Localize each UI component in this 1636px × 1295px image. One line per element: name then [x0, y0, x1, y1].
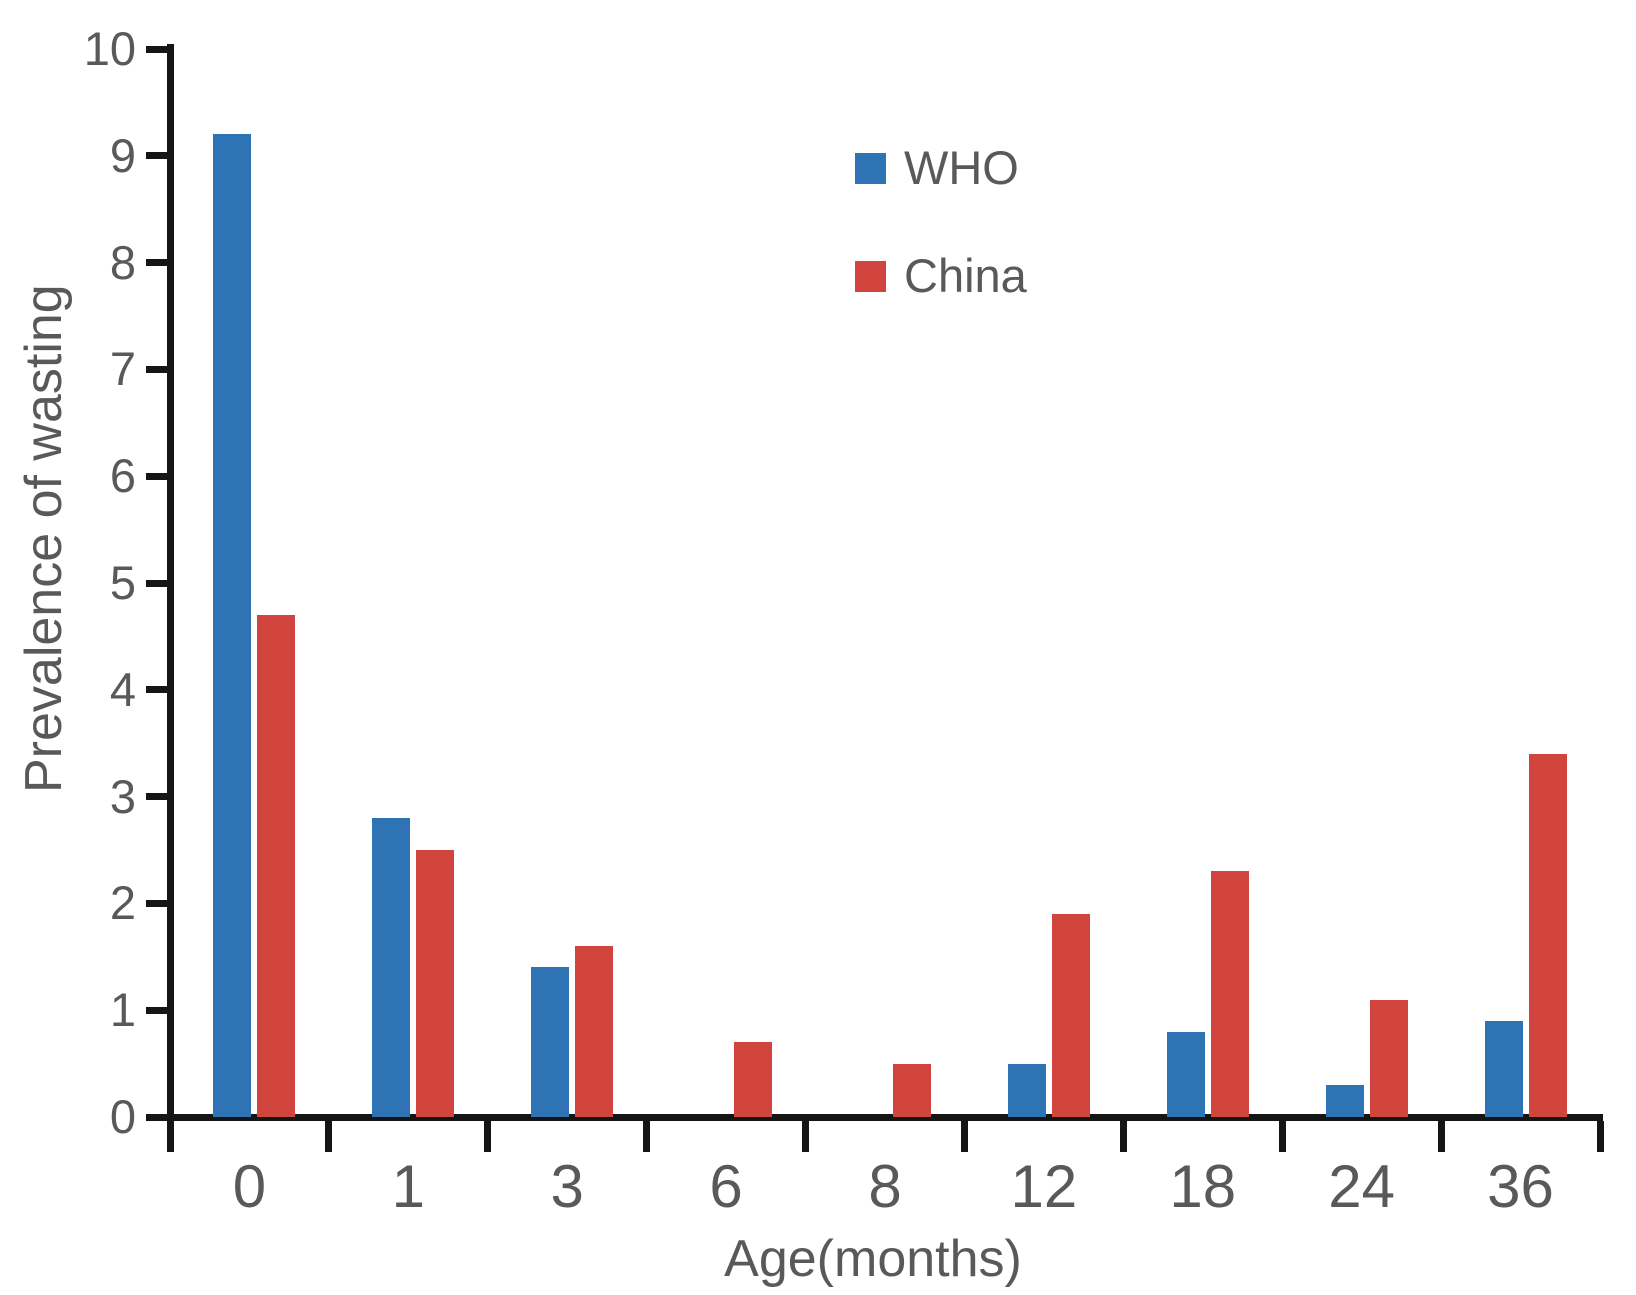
y-tick-label-4: 4 — [109, 662, 136, 716]
bar-who-1 — [372, 817, 411, 1117]
bar-china-12 — [1051, 914, 1090, 1117]
x-tick-label-6: 6 — [709, 1153, 743, 1220]
bar-china-3 — [575, 946, 614, 1117]
x-tick-label-1: 1 — [391, 1153, 426, 1220]
bar-who-0 — [213, 134, 252, 1117]
x-tick-label-18: 18 — [1169, 1153, 1237, 1220]
china-series-swatch-icon — [855, 260, 886, 292]
y-tick-label-6: 6 — [109, 449, 136, 503]
y-tick-label-2: 2 — [109, 876, 136, 930]
y-tick-1 — [146, 1006, 168, 1014]
x-tick-9 — [1596, 1121, 1604, 1152]
y-tick-label-0: 0 — [109, 1090, 136, 1143]
y-tick-label-5: 5 — [109, 556, 136, 609]
x-tick-8 — [1437, 1121, 1445, 1152]
y-tick-10 — [146, 45, 168, 53]
bar-who-12 — [1007, 1063, 1046, 1117]
x-tick-0 — [166, 1121, 174, 1152]
legend: WHO China — [855, 144, 1027, 300]
y-tick-8 — [146, 259, 168, 267]
y-tick-5 — [146, 579, 168, 587]
y-tick-4 — [146, 686, 168, 694]
legend-item-china: China — [855, 252, 1027, 300]
x-axis-line — [156, 1114, 1603, 1121]
y-tick-0 — [146, 1113, 168, 1121]
x-tick-5 — [960, 1121, 968, 1152]
legend-label-who: WHO — [904, 141, 1019, 194]
x-tick-label-12: 12 — [1010, 1153, 1078, 1220]
x-axis-title: Age(months) — [724, 1230, 1022, 1288]
y-tick-label-7: 7 — [109, 342, 136, 396]
x-tick-label-24: 24 — [1328, 1153, 1396, 1220]
x-tick-7 — [1278, 1121, 1286, 1152]
y-tick-label-1: 1 — [109, 983, 136, 1037]
bar-who-36 — [1484, 1020, 1523, 1117]
x-tick-4 — [802, 1121, 810, 1152]
bar-china-8 — [893, 1063, 931, 1117]
x-tick-6 — [1119, 1121, 1127, 1152]
bar-china-6 — [734, 1042, 773, 1117]
x-tick-3 — [643, 1121, 651, 1152]
y-tick-label-9: 9 — [109, 128, 136, 182]
bar-who-18 — [1166, 1031, 1205, 1117]
bar-who-24 — [1325, 1084, 1364, 1117]
y-tick-7 — [146, 365, 168, 373]
x-tick-label-3: 3 — [550, 1153, 584, 1220]
y-tick-9 — [146, 152, 168, 160]
legend-label-china: China — [904, 249, 1027, 302]
bar-china-36 — [1528, 753, 1567, 1117]
bar-china-1 — [416, 850, 455, 1117]
x-tick-label-8: 8 — [868, 1153, 902, 1220]
legend-item-who: WHO — [855, 144, 1027, 192]
y-tick-6 — [146, 472, 168, 480]
x-tick-label-36: 36 — [1487, 1153, 1554, 1220]
y-tick-2 — [146, 899, 168, 907]
y-tick-label-10: 10 — [83, 22, 136, 75]
y-tick-label-8: 8 — [109, 235, 136, 289]
bar-who-3 — [531, 967, 570, 1117]
bar-china-0 — [257, 615, 296, 1117]
bar-china-24 — [1369, 999, 1408, 1117]
x-tick-2 — [484, 1121, 492, 1152]
y-tick-label-3: 3 — [109, 769, 136, 823]
y-tick-3 — [146, 793, 168, 801]
x-tick-1 — [325, 1121, 333, 1152]
y-axis-line — [167, 44, 174, 1142]
x-tick-label-0: 0 — [232, 1153, 267, 1220]
bar-china-18 — [1210, 871, 1249, 1117]
who-series-swatch-icon — [855, 152, 886, 184]
